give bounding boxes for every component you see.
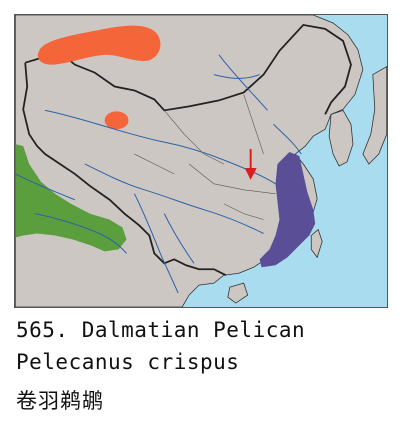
migration-arrow-icon — [244, 149, 257, 180]
china-border — [22, 23, 352, 277]
range-orange-breeding-north — [37, 25, 161, 65]
species-scientific-name: Pelecanus crispus — [16, 350, 240, 374]
range-orange-breeding-qinghai — [104, 111, 129, 130]
korea-peninsula — [328, 109, 354, 167]
range-map-svg — [15, 15, 387, 307]
range-green-resident — [15, 144, 127, 252]
range-purple-wintering — [259, 152, 316, 268]
species-chinese-name: 卷羽鹈鹕 — [16, 389, 104, 413]
taiwan-island — [310, 228, 323, 259]
rivers — [15, 54, 302, 294]
species-number-common-name: 565. Dalmatian Pelican — [16, 318, 306, 342]
japan-islands — [362, 66, 387, 165]
range-map — [14, 14, 388, 308]
hainan-island — [227, 282, 249, 304]
province-borders — [134, 94, 276, 220]
